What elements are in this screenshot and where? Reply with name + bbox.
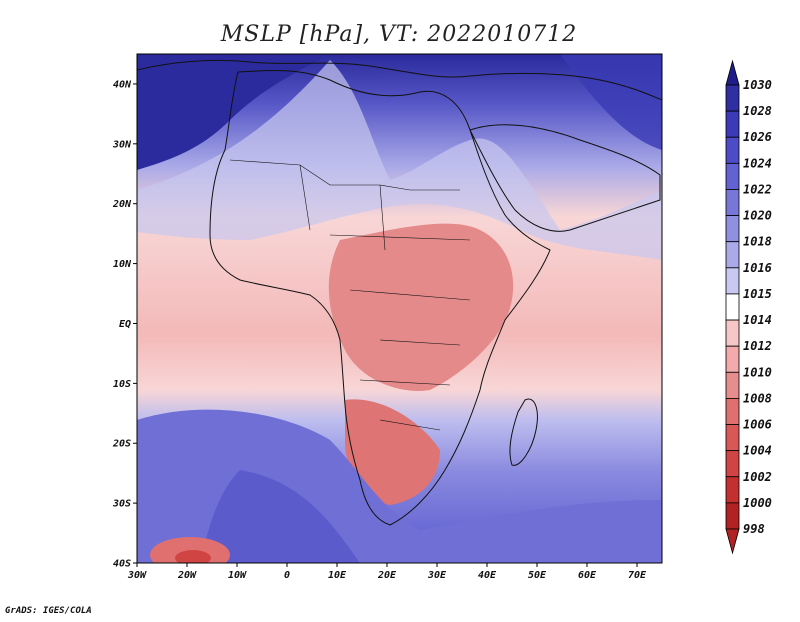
colorbar-label: 1002 <box>743 470 772 484</box>
sahara-ridge <box>137 60 662 260</box>
high-pressure-northwest <box>137 54 330 170</box>
colorbar-label: 1022 <box>743 182 772 196</box>
colorbar-label: 1012 <box>743 339 772 353</box>
lat-label: 40S <box>113 559 131 570</box>
lon-label: 10W <box>228 570 247 581</box>
lat-label: 10N <box>113 259 132 270</box>
lon-label: 20E <box>377 570 397 581</box>
lon-label: 60E <box>578 570 597 581</box>
colorbar-swatch <box>725 476 740 504</box>
colorbar-label: 1018 <box>743 235 772 249</box>
colorbar-label: 1020 <box>743 209 772 223</box>
coastline-madagascar <box>509 398 538 466</box>
colorbar-top-arrow <box>725 59 740 86</box>
colorbar-swatch <box>725 398 740 425</box>
lat-label: 20S <box>112 439 131 450</box>
colorbar-swatch <box>725 136 740 164</box>
colorbar-swatch <box>725 293 740 321</box>
map-area <box>137 54 662 563</box>
colorbar-swatch <box>725 215 740 243</box>
country-borders <box>229 159 471 431</box>
colorbar-label: 1004 <box>743 444 772 458</box>
colorbar-bottom-arrow <box>725 528 740 555</box>
colorbar-swatch <box>725 371 740 399</box>
lon-label: 30E <box>427 570 447 581</box>
colorbar: 1030 1028 1026 1024 1022 1020 1018 1016 1015 1014… <box>725 59 772 555</box>
colorbar-swatch <box>725 162 740 190</box>
coastline-arabia <box>469 124 661 232</box>
colorbar-label: 1008 <box>743 391 772 405</box>
lon-label: 50E <box>528 570 547 581</box>
coastline-europe <box>137 59 662 101</box>
colorbar-swatch <box>725 502 740 530</box>
central-africa-low <box>328 223 514 391</box>
colorbar-swatch <box>725 189 740 216</box>
lon-label: 70E <box>628 570 647 581</box>
colorbar-label: 1026 <box>743 130 772 144</box>
colorbar-swatch <box>725 345 740 373</box>
colorbar-swatch <box>725 110 740 138</box>
colorbar-label: 1010 <box>743 365 772 379</box>
colorbar-label: 1028 <box>743 104 772 118</box>
lon-label: 30W <box>127 570 147 581</box>
colorbar-label: 1000 <box>743 496 772 510</box>
south-ocean-core <box>200 470 360 563</box>
colorbar-swatch <box>725 450 740 478</box>
lat-label: EQ <box>119 319 131 330</box>
colorbar-swatch <box>725 241 740 269</box>
lat-label: 20N <box>112 199 132 210</box>
high-pressure-northeast <box>560 54 662 150</box>
colorbar-swatch <box>725 84 740 112</box>
colorbar-label: 1006 <box>743 418 772 432</box>
lat-label: 40N <box>113 79 132 90</box>
lat-label: 30N <box>112 139 132 150</box>
lon-label: 40E <box>478 570 497 581</box>
lon-axis: 30W 20W 10W 0 10E 20E 30E 40E 50E 60E 70E <box>127 563 647 581</box>
colorbar-swatch <box>725 319 740 347</box>
lon-label: 20W <box>177 570 197 581</box>
colorbar-swatch <box>725 267 740 295</box>
chart-title: MSLP [hPa], VT: 2022010712 <box>220 22 577 47</box>
map-frame <box>136 53 663 564</box>
colorbar-label: 1024 <box>743 156 772 170</box>
colorbar-label: 1030 <box>743 78 772 92</box>
colorbar-label: 1015 <box>743 287 772 301</box>
lat-axis: 40N 30N 20N 10N EQ 10S 20S 30S 40S <box>112 79 137 570</box>
southwest-low-core <box>175 550 211 563</box>
lat-label: 30S <box>112 499 131 510</box>
colorbar-label: 998 <box>743 522 765 536</box>
lat-label: 10S <box>113 379 131 390</box>
colorbar-swatch <box>725 424 740 452</box>
lon-label: 0 <box>284 570 290 581</box>
lon-label: 10E <box>328 570 347 581</box>
coastline-africa <box>209 69 551 526</box>
colorbar-label: 1014 <box>743 313 772 327</box>
credit-label: GrADS: IGES/COLA <box>5 606 92 616</box>
colorbar-label: 1016 <box>743 261 772 275</box>
